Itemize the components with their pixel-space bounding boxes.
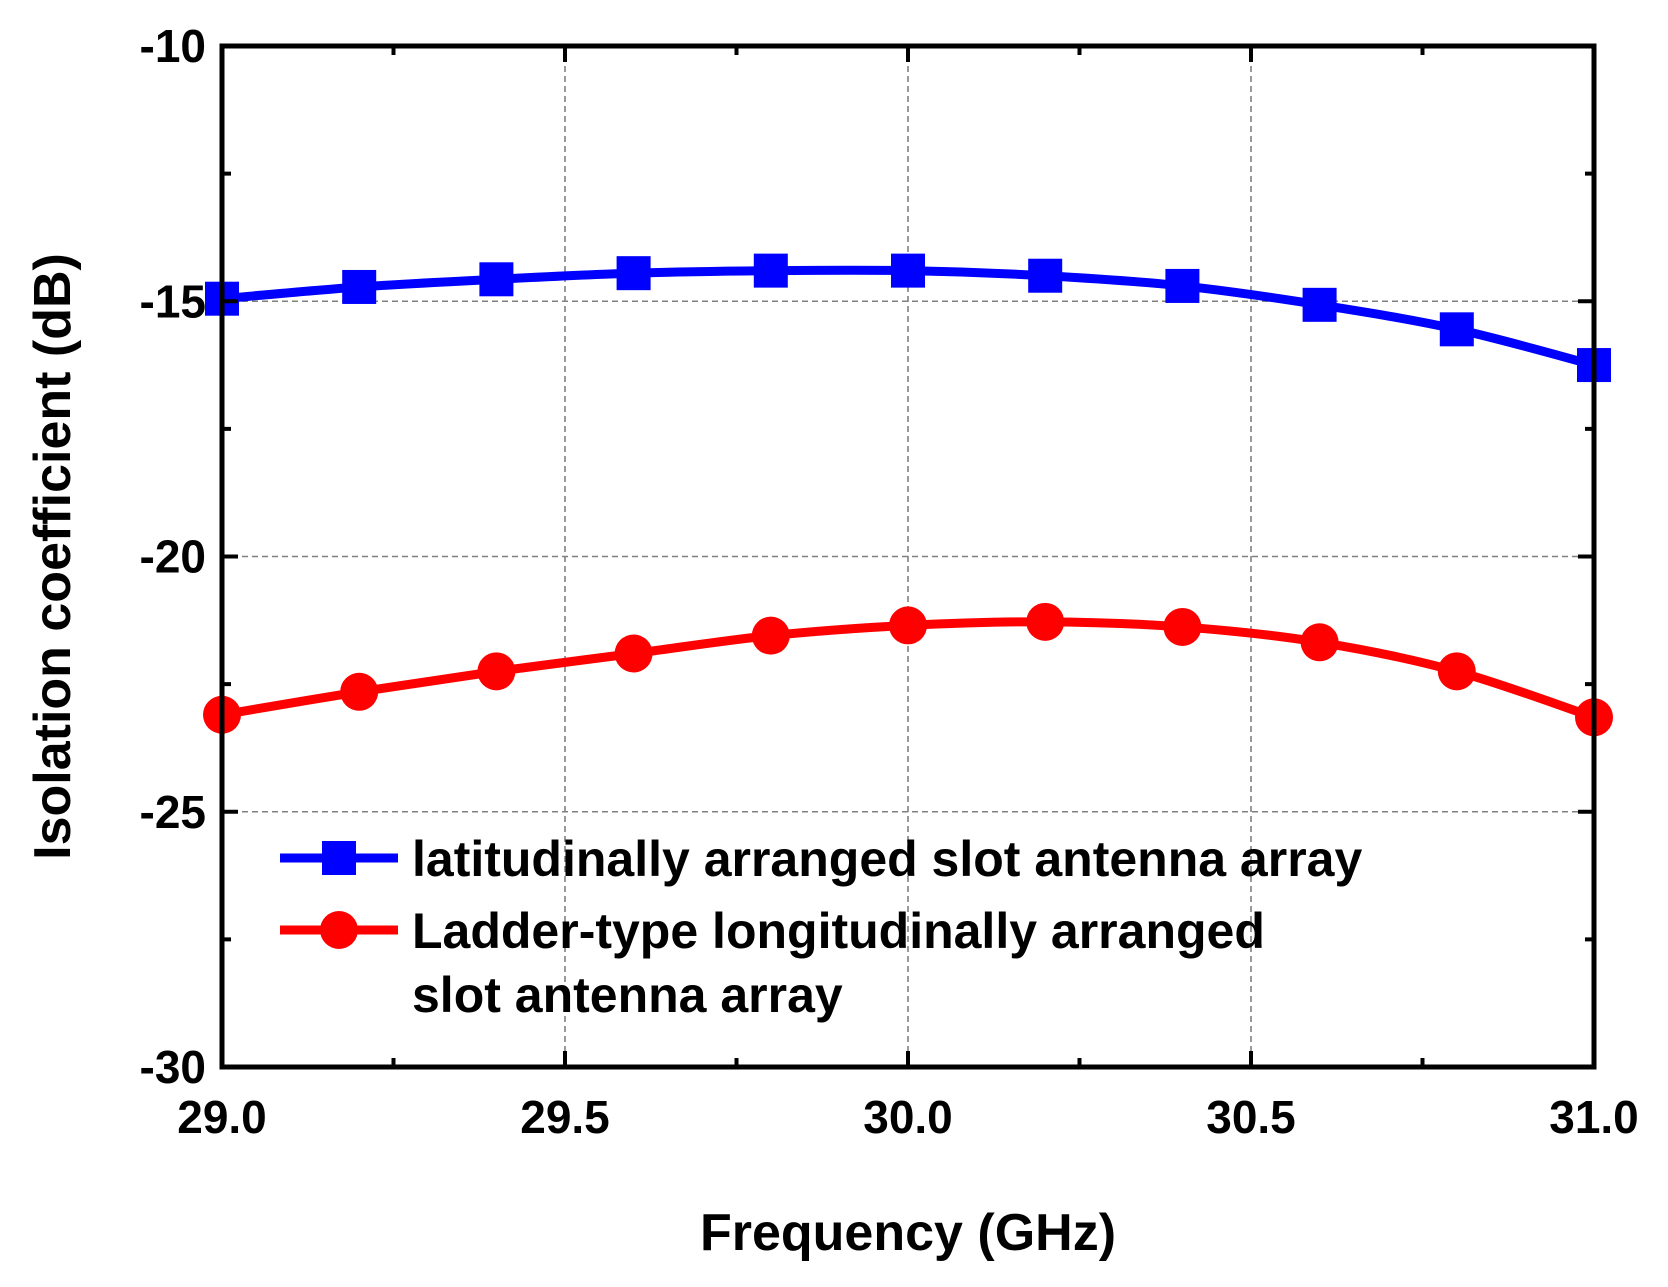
data-point <box>1439 312 1474 347</box>
x-tick-label: 30.5 <box>1206 1091 1296 1143</box>
data-point <box>889 606 927 645</box>
legend-label: Ladder-type longitudinally arranged <box>412 903 1265 959</box>
data-point <box>616 256 651 291</box>
legend-label: slot antenna array <box>412 967 843 1023</box>
tick-labels: 29.0 29.5 30.0 30.5 31.0 -30 -25 -20 -15 -10 <box>140 20 1639 1143</box>
data-point <box>340 672 379 711</box>
legend-marker <box>322 841 356 875</box>
data-point <box>1302 287 1337 322</box>
axis-ticks <box>220 44 1596 1069</box>
data-point <box>891 253 925 288</box>
y-axis-title: Isolation coefficient (dB) <box>24 253 82 860</box>
data-point <box>479 262 514 297</box>
x-axis-title: Frequency (GHz) <box>700 1204 1116 1262</box>
x-tick-label: 30.0 <box>863 1091 953 1143</box>
x-tick-label: 31.0 <box>1549 1091 1639 1143</box>
data-point <box>477 652 516 691</box>
y-tick-label: -25 <box>140 786 206 838</box>
legend-label: latitudinally arranged slot antenna arra… <box>412 831 1362 887</box>
legend-item-2: Ladder-type longitudinally arranged slot … <box>280 903 1265 1023</box>
y-tick-label: -30 <box>140 1041 206 1093</box>
legend: latitudinally arranged slot antenna arra… <box>280 831 1362 1023</box>
y-tick-label: -10 <box>140 20 206 72</box>
series-layer <box>203 253 1613 737</box>
data-point <box>1026 602 1065 641</box>
legend-marker <box>320 911 358 949</box>
data-point <box>1437 652 1476 691</box>
data-point <box>1165 268 1200 303</box>
data-point <box>342 269 377 304</box>
data-point <box>751 616 790 655</box>
x-tick-label: 29.0 <box>177 1091 267 1143</box>
legend-item-1: latitudinally arranged slot antenna arra… <box>280 831 1362 887</box>
y-tick-label: -20 <box>140 531 206 583</box>
data-point <box>1028 258 1063 293</box>
data-point <box>614 634 653 673</box>
grid <box>222 46 1594 1067</box>
x-tick-label: 29.5 <box>520 1091 610 1143</box>
series-2 <box>203 602 1613 737</box>
data-point <box>753 253 788 288</box>
y-tick-label: -15 <box>140 275 206 327</box>
data-point <box>1163 607 1202 646</box>
data-point <box>1300 623 1339 662</box>
